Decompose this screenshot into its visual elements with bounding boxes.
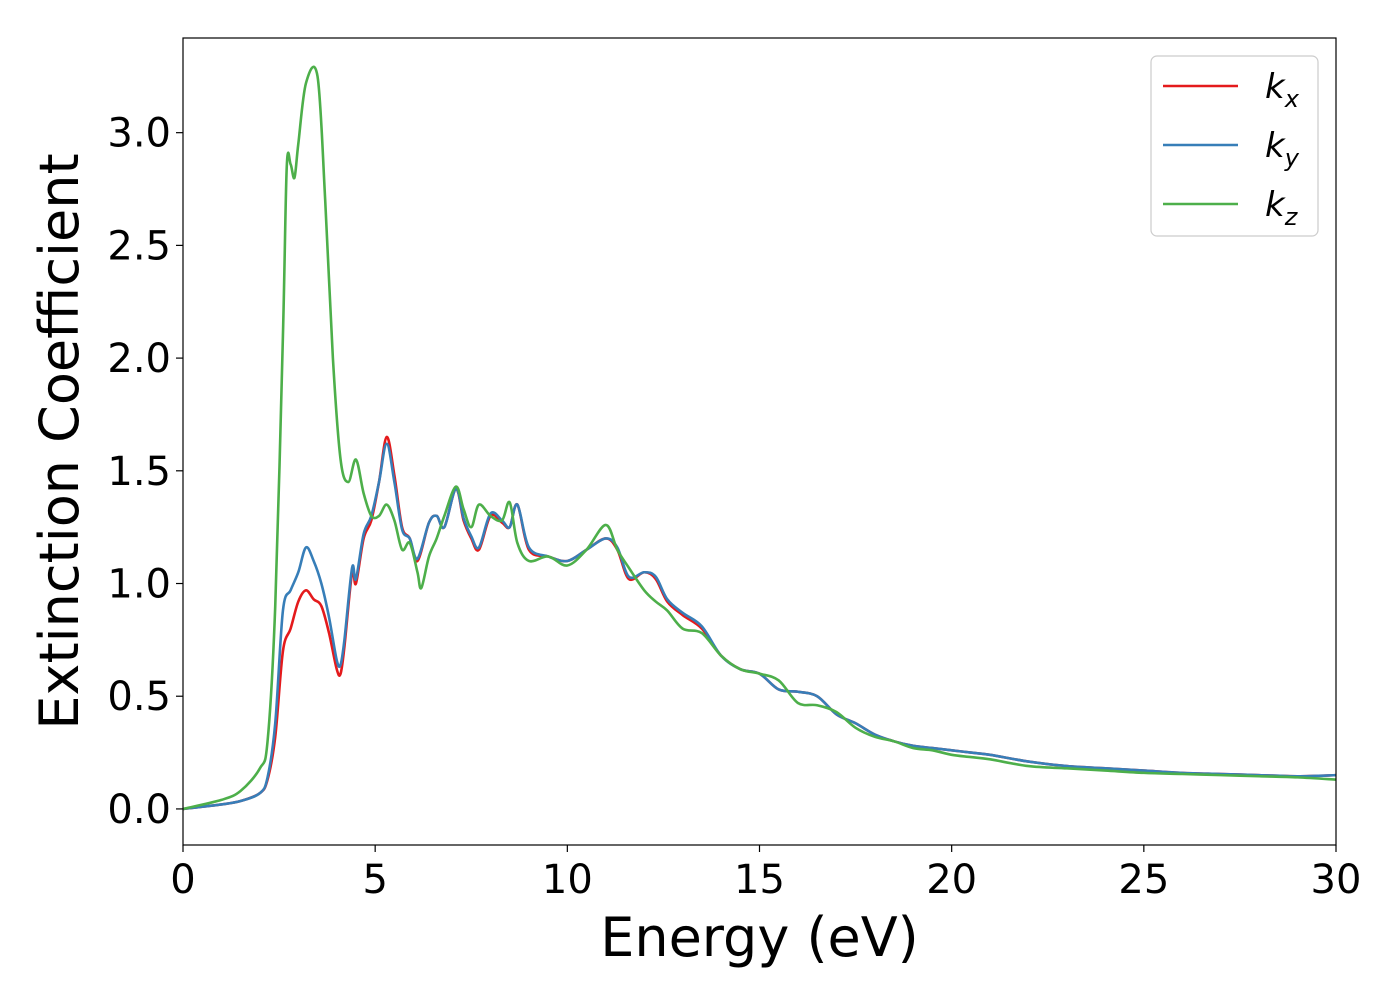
legend-label-subscript: z (1284, 203, 1299, 231)
y-tick-label: 0.5 (107, 674, 171, 720)
x-axis-title: Energy (eV) (600, 906, 919, 969)
x-tick-label: 20 (926, 857, 977, 903)
y-tick-label: 1.5 (107, 449, 171, 495)
y-tick-label: 1.0 (107, 562, 171, 608)
legend-label-base: k (1265, 67, 1286, 107)
legend-label-base: k (1265, 185, 1286, 225)
y-tick-label: 2.0 (107, 336, 171, 382)
x-tick-label: 10 (542, 857, 593, 903)
series-line-kz (183, 65, 1336, 811)
x-tick-label: 30 (1311, 857, 1362, 903)
x-axis: 0 5 10 15 20 25 30 (170, 845, 1361, 903)
legend-label-subscript: x (1284, 85, 1300, 113)
x-tick-label: 15 (734, 857, 785, 903)
y-tick-label: 0.0 (107, 787, 171, 833)
series-layer (183, 65, 1336, 811)
legend-label-subscript: y (1284, 144, 1300, 172)
y-tick-label: 3.0 (107, 111, 171, 157)
legend-label: kz (1265, 185, 1299, 231)
y-tick-label: 2.5 (107, 223, 171, 269)
x-tick-label: 25 (1118, 857, 1169, 903)
series-line-ky (183, 442, 1336, 811)
x-tick-label: 0 (170, 857, 195, 903)
legend-label: kx (1265, 67, 1300, 113)
y-axis-title: Extinction Coefficient (28, 153, 91, 729)
y-axis: 0.0 0.5 1.0 1.5 2.0 2.5 3.0 (107, 111, 183, 833)
x-tick-label: 5 (362, 857, 387, 903)
legend-label: ky (1265, 126, 1300, 172)
legend-label-base: k (1265, 126, 1286, 166)
